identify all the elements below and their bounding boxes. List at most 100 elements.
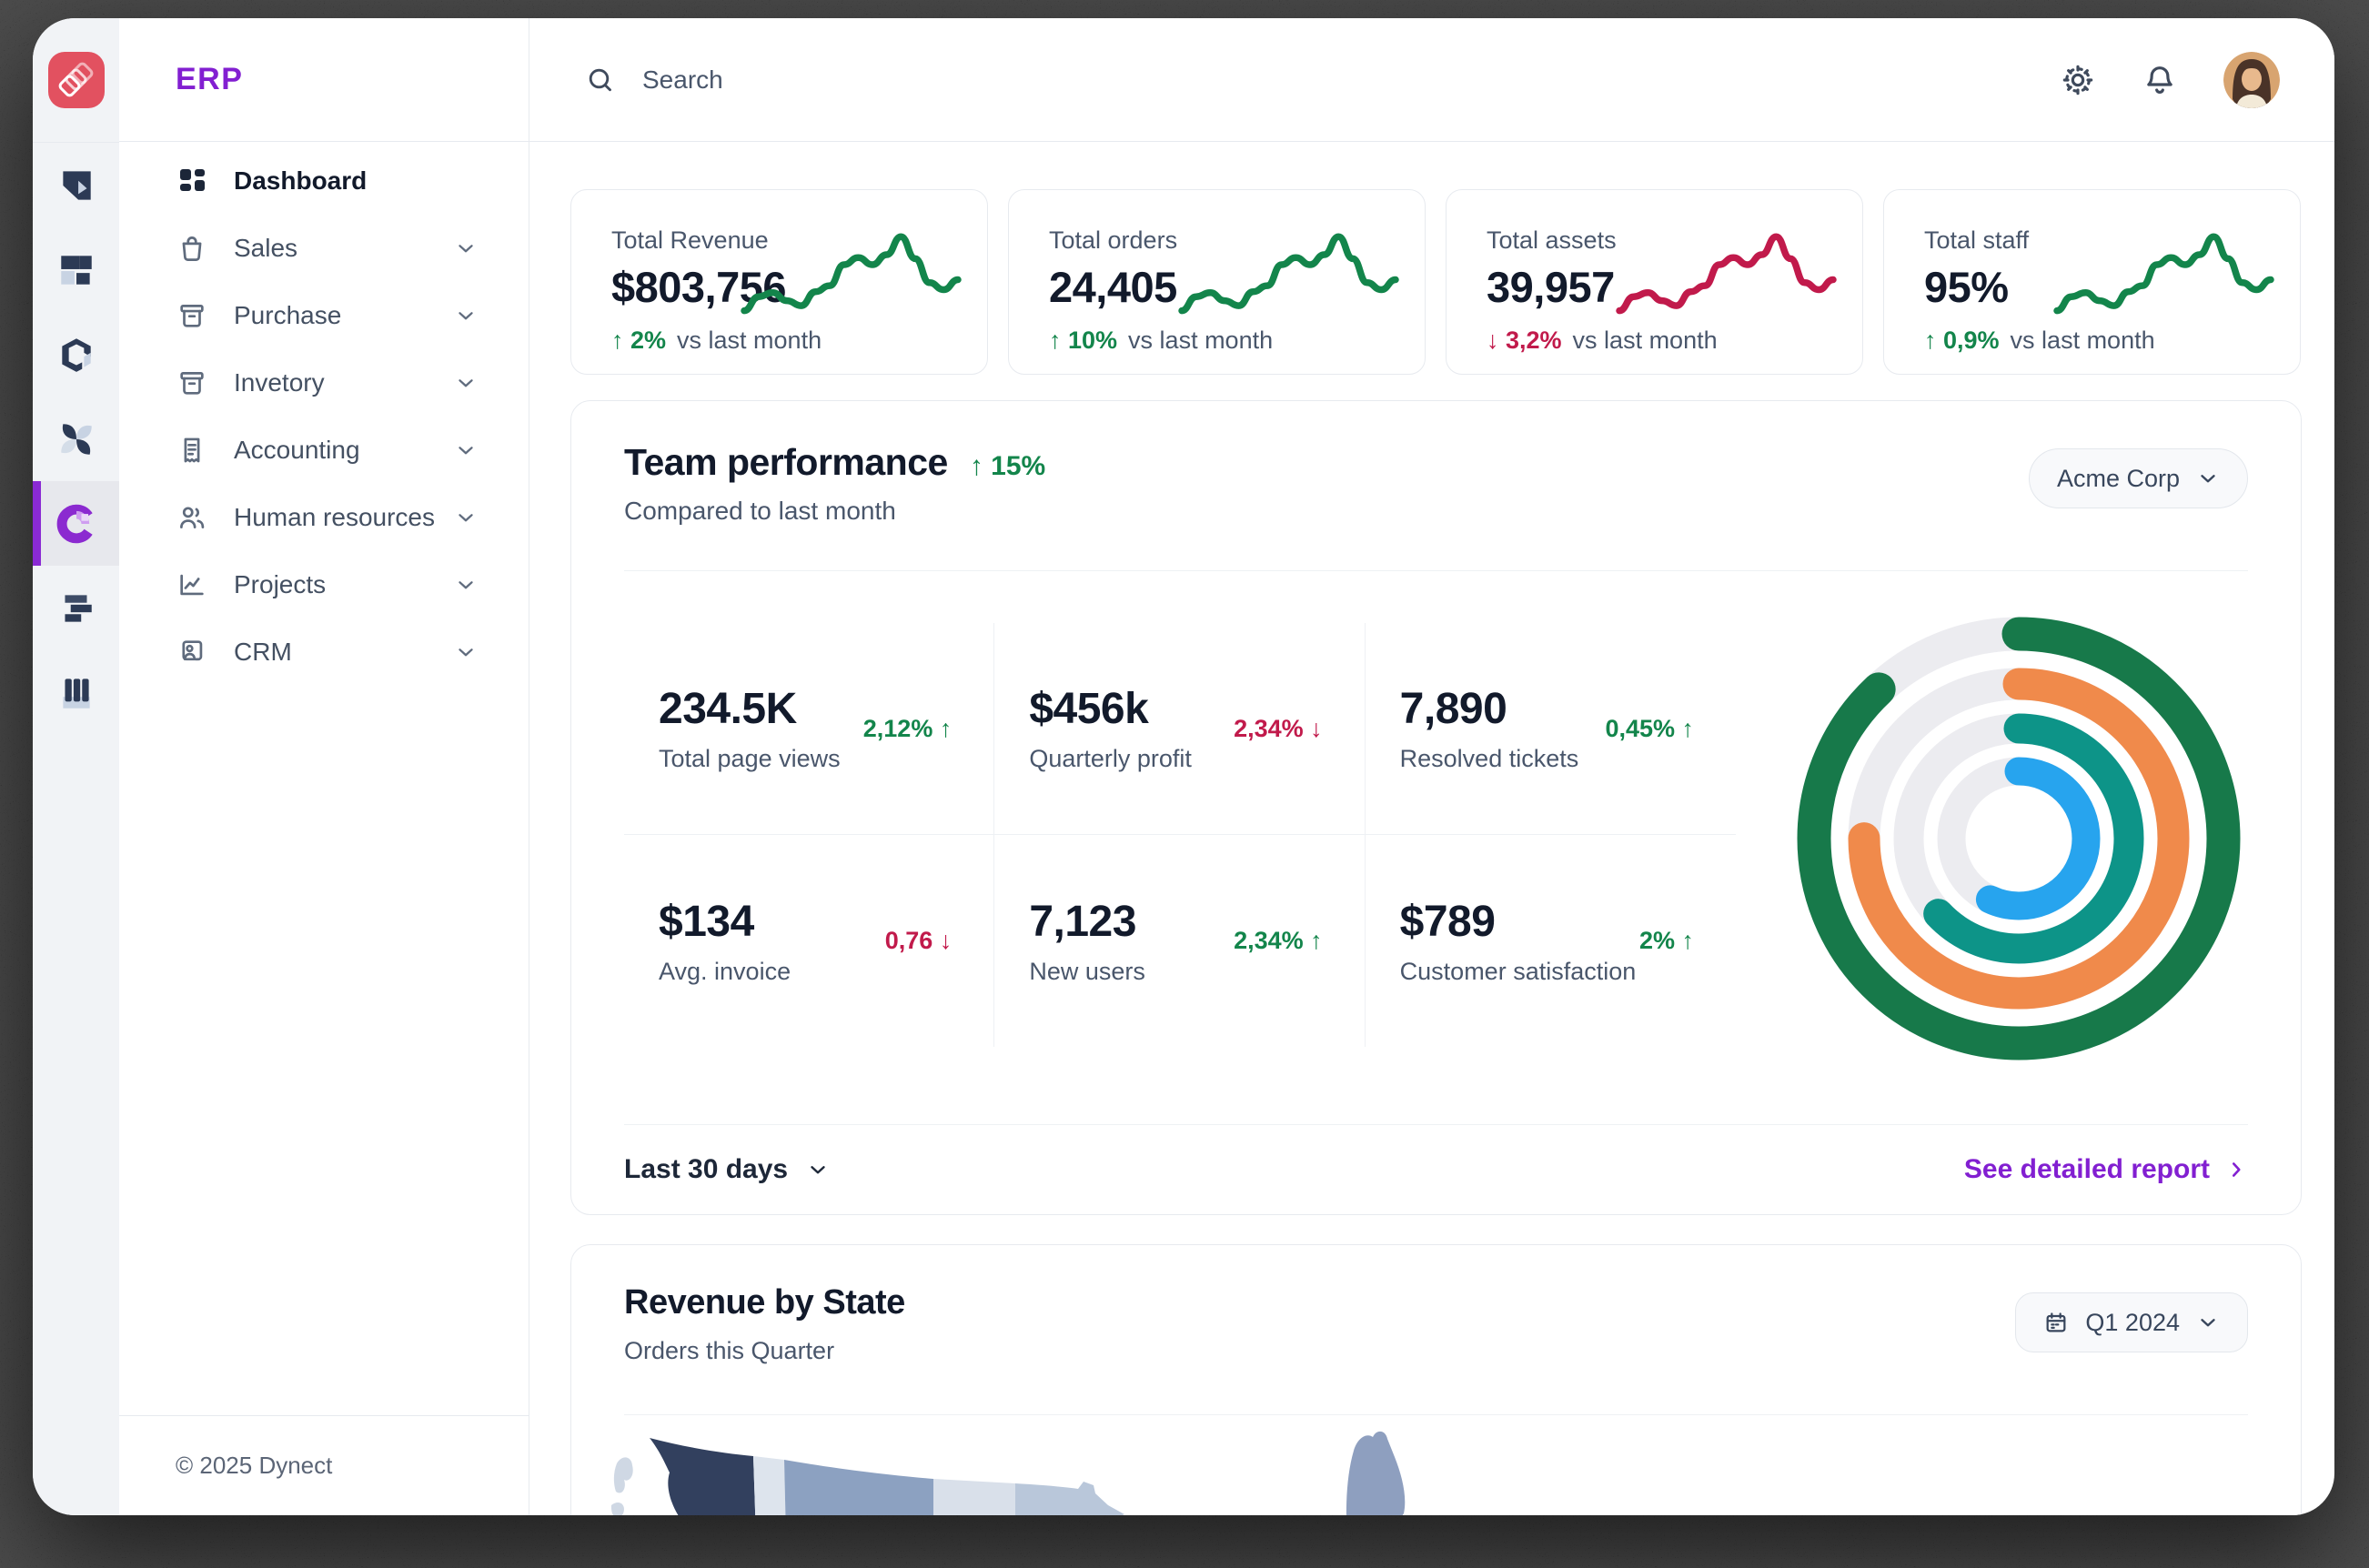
- team-performance-card: Team performance ↑ 15% Compared to last …: [570, 400, 2302, 1215]
- revenue-by-state-subtitle: Orders this Quarter: [624, 1337, 835, 1364]
- sidebar-nav: Dashboard Sales: [119, 142, 529, 686]
- map-region-idaho: [753, 1456, 786, 1515]
- app-window: ERP Dashboard: [33, 18, 2334, 1515]
- sidebar-item-projects[interactable]: Projects: [119, 551, 529, 618]
- us-states-choropleth-map: [610, 1431, 1406, 1515]
- stat-delta: ↑ 0,9%: [1924, 327, 2000, 354]
- archive-box-icon: [176, 367, 208, 399]
- chevron-down-icon: [811, 1166, 825, 1174]
- metric-cell-total-page-views: 234.5K Total page views 2,12% ↑: [624, 623, 995, 835]
- team-performance-delta-badge: ↑ 15%: [969, 451, 1046, 481]
- rail-logo-pinwheel-icon[interactable]: [33, 397, 119, 481]
- user-avatar[interactable]: [2223, 51, 2280, 108]
- sidebar-item-accounting[interactable]: Accounting: [119, 417, 529, 484]
- metric-value: 7,123: [1029, 897, 1136, 946]
- metric-label: New users: [1029, 957, 1145, 985]
- company-selector-value: Acme Corp: [2056, 464, 2180, 492]
- sidebar-item-label: Projects: [234, 570, 327, 598]
- stat-delta: ↓ 3,2%: [1487, 327, 1562, 354]
- metric-cell-resolved-tickets: 7,890 Resolved tickets 0,45% ↑: [1365, 623, 1736, 835]
- users-icon: [176, 501, 208, 534]
- rail-logo-cube-icon[interactable]: [33, 312, 119, 397]
- archive-box-icon: [176, 299, 208, 332]
- chart-line-icon: [176, 568, 208, 601]
- map-region-coast: [613, 1457, 633, 1493]
- search-icon: [589, 68, 611, 91]
- map-region-washington: [650, 1438, 756, 1515]
- stat-value: 39,957: [1487, 263, 1615, 311]
- metric-delta: 0,45% ↑: [1605, 714, 1694, 742]
- period-selector-dropdown[interactable]: Q1 2024: [2015, 1292, 2248, 1352]
- chevron-right-icon: [2232, 1162, 2241, 1177]
- chevron-down-icon: [459, 312, 473, 320]
- revenue-by-state-card: Revenue by State Orders this Quarter Q1 …: [570, 1244, 2302, 1515]
- team-performance-subtitle: Compared to last month: [624, 497, 896, 525]
- stat-card-total-orders: Total orders 24,405 ↑ 10% vs last month: [1008, 189, 1426, 375]
- report-link-label: See detailed report: [1963, 1154, 2210, 1184]
- chevron-down-icon: [459, 447, 473, 455]
- map-region-north-dakota: [933, 1479, 1015, 1515]
- team-performance-title: Team performance: [624, 441, 948, 483]
- stat-label: Total orders: [1049, 226, 1178, 254]
- map-region-coast-2: [610, 1503, 624, 1515]
- sidebar-item-dashboard[interactable]: Dashboard: [119, 147, 529, 215]
- dashboard-grid-icon: [176, 165, 208, 197]
- notification-bell-icon[interactable]: [2142, 62, 2178, 98]
- metrics-grid: 234.5K Total page views 2,12% ↑ $456k Qu…: [624, 623, 1736, 1047]
- staff-sparkline-chart: [2053, 233, 2274, 315]
- stat-delta: ↑ 10%: [1049, 327, 1118, 354]
- stat-label: Total assets: [1487, 226, 1617, 254]
- stat-delta-tail: vs last month: [677, 327, 822, 354]
- revenue-by-state-title: Revenue by State: [624, 1283, 905, 1322]
- revenue-sparkline-chart: [741, 233, 962, 315]
- settings-gear-icon[interactable]: [2060, 62, 2096, 98]
- sidebar: ERP Dashboard: [119, 18, 529, 1515]
- metric-label: Avg. invoice: [659, 957, 791, 985]
- search-input[interactable]: [640, 64, 2060, 95]
- chevron-down-icon: [459, 514, 473, 522]
- id-badge-icon: [176, 636, 208, 668]
- app-rail: [33, 18, 120, 1515]
- sidebar-item-sales[interactable]: Sales: [119, 215, 529, 282]
- rail-logo-c-active-icon[interactable]: [33, 481, 119, 566]
- rail-logo-mosaic-icon[interactable]: [33, 227, 119, 312]
- assets-sparkline-chart: [1616, 233, 1837, 315]
- metric-label: Total page views: [659, 745, 841, 772]
- sidebar-item-crm[interactable]: CRM: [119, 618, 529, 686]
- orders-sparkline-chart: [1178, 233, 1399, 315]
- brand-name: ERP: [176, 62, 244, 96]
- stat-delta: ↑ 2%: [611, 327, 667, 354]
- stat-delta-tail: vs last month: [1572, 327, 1718, 354]
- see-detailed-report-link[interactable]: See detailed report: [1964, 1154, 2248, 1185]
- metric-value: $134: [659, 897, 754, 946]
- sidebar-item-label: Purchase: [234, 301, 342, 329]
- metric-cell-new-users: 7,123 New users 2,34% ↑: [994, 835, 1366, 1047]
- stat-label: Total Revenue: [611, 226, 769, 254]
- chevron-down-icon: [459, 379, 473, 387]
- metric-label: Quarterly profit: [1029, 745, 1192, 772]
- chevron-down-icon: [459, 245, 473, 253]
- metric-label: Customer satisfaction: [1399, 957, 1637, 985]
- stat-value: 95%: [1924, 263, 2009, 311]
- rail-logo-bars-icon[interactable]: [33, 566, 119, 650]
- date-range-value: Last 30 days: [624, 1154, 789, 1184]
- sidebar-item-label: Human resources: [234, 503, 435, 531]
- rail-logo-kite-icon[interactable]: [33, 143, 119, 227]
- sidebar-item-purchase[interactable]: Purchase: [119, 282, 529, 349]
- app-logo-red-icon[interactable]: [47, 52, 105, 108]
- date-range-selector-dropdown[interactable]: Last 30 days: [624, 1154, 830, 1185]
- sidebar-item-invetory[interactable]: Invetory: [119, 349, 529, 417]
- sidebar-item-label: Invetory: [234, 368, 325, 397]
- metric-label: Resolved tickets: [1399, 745, 1579, 772]
- chevron-down-icon: [459, 648, 473, 657]
- stat-card-total-staff: Total staff 95% ↑ 0,9% vs last month: [1883, 189, 2301, 375]
- metric-value: 234.5K: [659, 685, 797, 733]
- rail-logo-columns-icon[interactable]: [33, 650, 119, 735]
- sidebar-item-human-resources[interactable]: Human resources: [119, 484, 529, 551]
- shopping-bag-icon: [176, 232, 208, 265]
- copyright-text: © 2025 Dynect: [176, 1452, 333, 1479]
- stat-delta-tail: vs last month: [2010, 327, 2155, 354]
- metric-value: 7,890: [1399, 685, 1507, 733]
- metric-cell-avg-invoice: $134 Avg. invoice 0,76 ↓: [624, 835, 995, 1047]
- company-selector-dropdown[interactable]: Acme Corp: [2028, 448, 2248, 508]
